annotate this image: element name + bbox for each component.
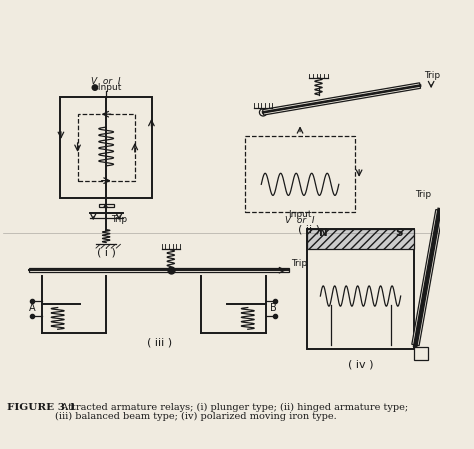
Bar (308, 229, 414, 249)
Text: Trip: Trip (111, 215, 127, 224)
Bar (28, 269, 289, 272)
Bar (245, 136, 356, 212)
Text: FIGURE 3.1: FIGURE 3.1 (8, 403, 76, 412)
Polygon shape (412, 210, 443, 346)
Text: Trip: Trip (424, 71, 440, 80)
Text: Input: Input (288, 210, 312, 219)
Text: V  or  I: V or I (91, 77, 121, 86)
Text: Trip: Trip (291, 259, 307, 268)
Text: A: A (28, 303, 35, 313)
Text: Attracted armature relays; (i) plunger type; (ii) hinged armature type;: Attracted armature relays; (i) plunger t… (55, 402, 409, 412)
Polygon shape (263, 83, 420, 115)
Text: B: B (270, 303, 276, 313)
Bar (60, 97, 152, 198)
Bar (99, 204, 114, 207)
Text: S: S (395, 228, 402, 238)
Text: (iii) balanced beam type; (iv) polarized moving iron type.: (iii) balanced beam type; (iv) polarized… (55, 412, 337, 421)
Text: Trip: Trip (415, 190, 431, 199)
Bar (414, 347, 428, 360)
Text: ●Input: ●Input (91, 83, 122, 92)
Bar (78, 114, 135, 180)
Text: ( iv ): ( iv ) (348, 359, 373, 369)
Text: ( iii ): ( iii ) (147, 338, 172, 348)
Text: ( i ): ( i ) (97, 247, 116, 257)
Text: V  or  I: V or I (285, 216, 315, 225)
Text: ( ii ): ( ii ) (298, 224, 320, 234)
Text: N: N (319, 228, 327, 238)
Bar (308, 229, 414, 349)
